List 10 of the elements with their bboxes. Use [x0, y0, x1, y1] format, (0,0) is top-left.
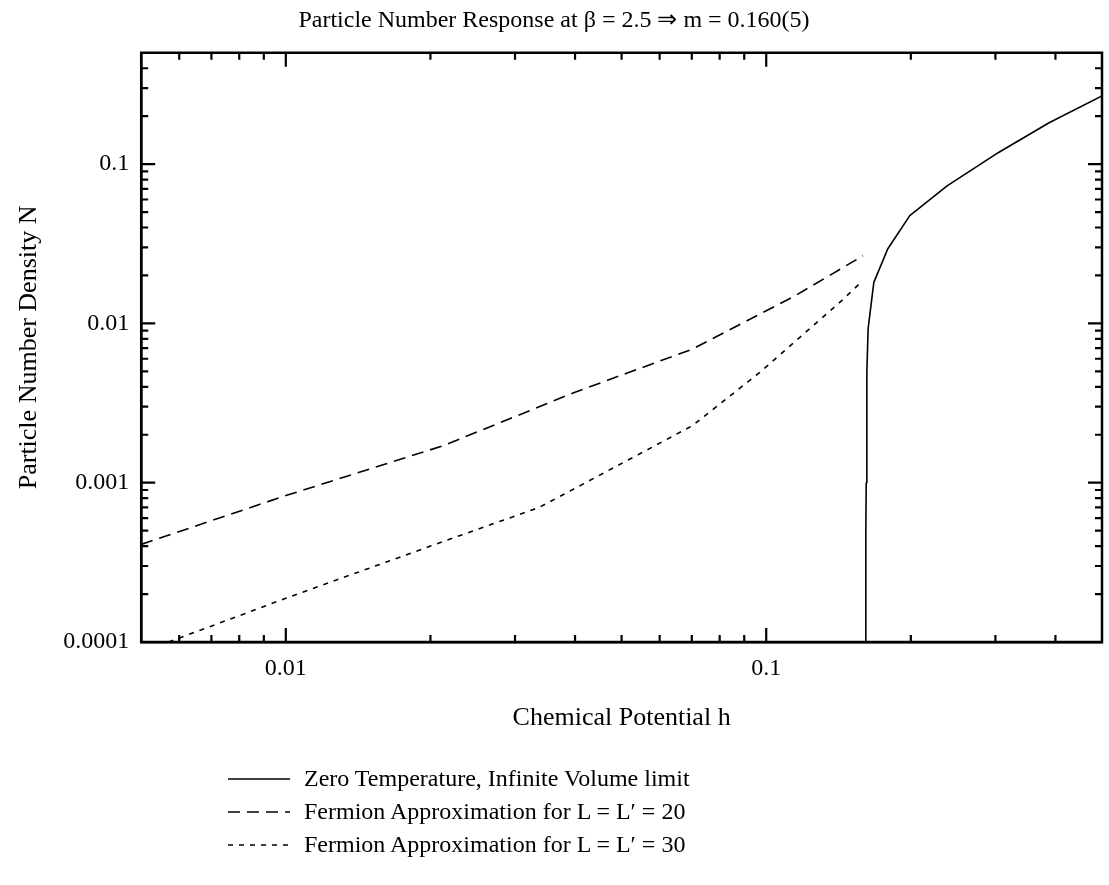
y-tick-label: 0.0001	[63, 627, 130, 654]
legend-label: Fermion Approximation for L = L′ = 20	[304, 798, 686, 825]
chart-title: Particle Number Response at β = 2.5 ⇒ m = 0.160(5)	[298, 5, 810, 32]
legend-label: Fermion Approximation for L = L′ = 30	[304, 831, 686, 858]
y-tick-label: 0.01	[87, 308, 130, 335]
y-axis-title: Particle Number Density N	[13, 205, 43, 490]
x-axis-title: Chemical Potential h	[512, 702, 731, 732]
y-tick-label: 0.1	[99, 149, 130, 176]
y-tick-label: 0.001	[75, 468, 130, 495]
legend-label: Zero Temperature, Infinite Volume limit	[304, 765, 690, 792]
